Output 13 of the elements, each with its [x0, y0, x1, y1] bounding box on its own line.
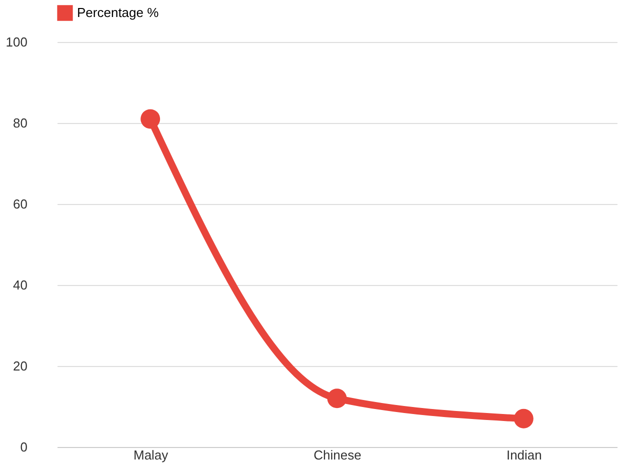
- y-tick-label: 60: [13, 196, 28, 212]
- y-tick-label: 80: [13, 116, 28, 130]
- y-tick-label: 100: [6, 34, 28, 50]
- point: [327, 388, 347, 408]
- x-tick-label: Indian: [506, 448, 542, 462]
- y-tick-label: 0: [20, 440, 28, 454]
- y-tick-label: 20: [13, 358, 28, 374]
- point: [514, 408, 534, 428]
- point: [140, 109, 160, 129]
- x-tick-label: Malay: [133, 448, 169, 462]
- x-tick-label: Chinese: [314, 448, 362, 462]
- legend-label: Percentage %: [77, 5, 160, 20]
- y-tick-label: 40: [13, 278, 28, 292]
